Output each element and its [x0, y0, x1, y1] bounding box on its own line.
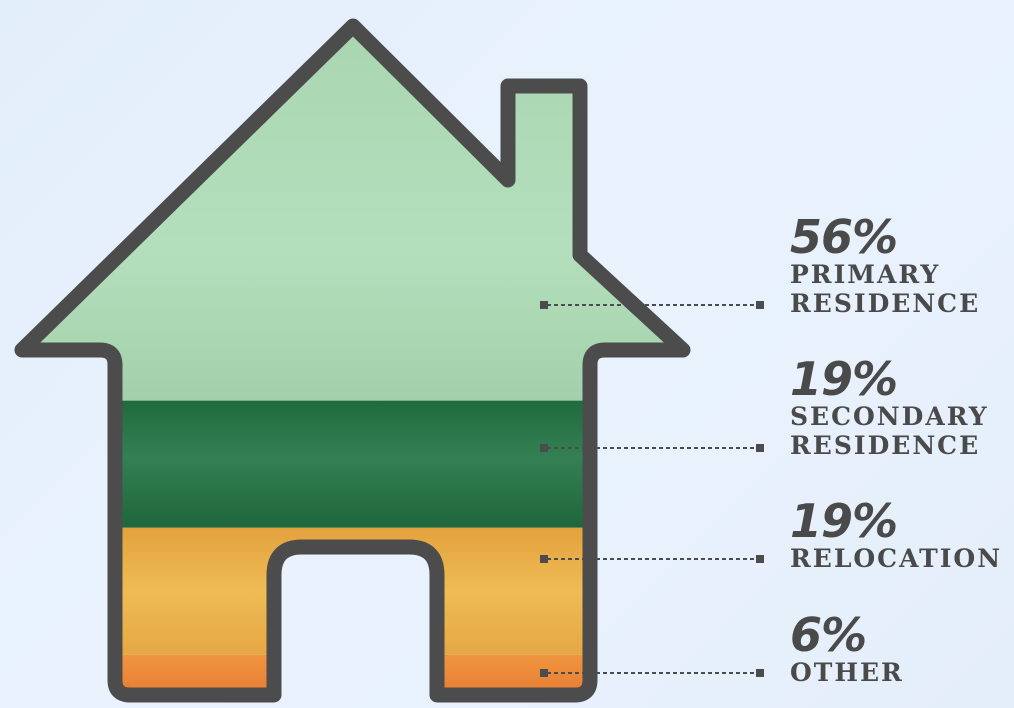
category-label: RESIDENCE [790, 431, 981, 460]
connector-endpoint [756, 444, 764, 452]
value-label: 19% [790, 494, 898, 548]
category-label: SECONDARY [790, 402, 989, 431]
house-outline [14, 18, 691, 703]
label-other: 6% OTHER [790, 612, 904, 687]
category-label: PRIMARY [790, 260, 941, 289]
category-label: RELOCATION [790, 544, 1003, 573]
category-label: RESIDENCE [790, 289, 981, 318]
value-label: 19% [790, 352, 898, 406]
connector-endpoint [756, 301, 764, 309]
label-relocation: 19% RELOCATION [790, 498, 1002, 573]
connector-endpoint [540, 669, 548, 677]
value-label: 6% [790, 608, 867, 662]
value-label: 56% [790, 210, 898, 264]
connector-lines [540, 301, 764, 677]
label-secondary-residence: 19% SECONDARY RESIDENCE [790, 356, 989, 460]
category-label: OTHER [790, 658, 904, 687]
connector-endpoint [540, 444, 548, 452]
connector-endpoint [756, 555, 764, 563]
connector-endpoint [756, 669, 764, 677]
connector-endpoint [540, 301, 548, 309]
connector-endpoint [540, 555, 548, 563]
label-primary-residence: 56% PRIMARY RESIDENCE [790, 214, 980, 318]
band-secondary-residence [22, 400, 683, 528]
